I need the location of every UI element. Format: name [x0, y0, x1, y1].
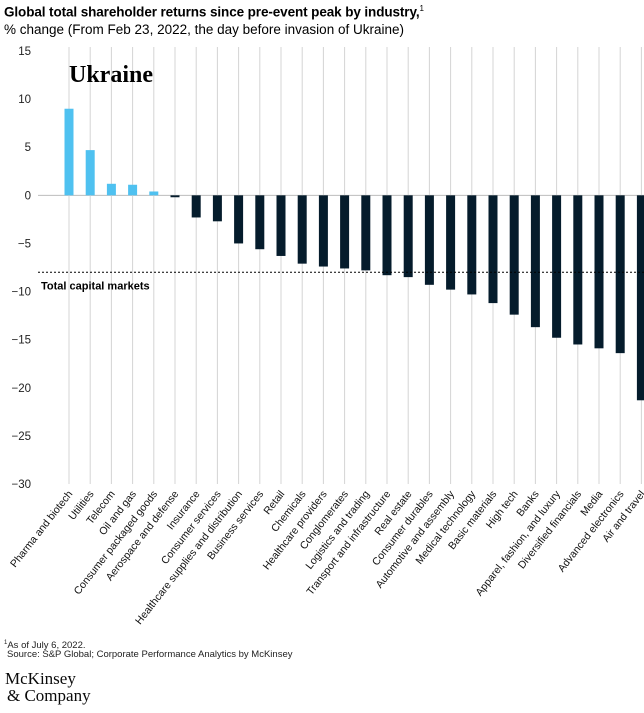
y-tick-label: −15: [11, 335, 31, 347]
bar-banks: [530, 195, 540, 328]
y-tick-label: 15: [18, 46, 31, 58]
bar-telecom: [106, 183, 116, 196]
bar-oil-and-gas: [128, 184, 138, 196]
bar-healthcare-supplies-and-distribution: [234, 195, 244, 244]
bar-automotive-and-assembly: [446, 195, 456, 290]
x-tick-label: Pharma and biotech: [8, 488, 75, 570]
panel-label: Ukraine: [69, 62, 153, 88]
y-tick-label: −25: [11, 431, 31, 443]
footnote: 1As of July 6, 2022.: [4, 637, 86, 652]
bar-apparel-fashion-and-luxury: [552, 195, 562, 338]
y-tick-label: −30: [11, 479, 31, 491]
y-tick-label: −5: [18, 238, 31, 250]
bar-aerospace-and-defense: [170, 195, 180, 198]
bar-consumer-durables: [424, 195, 434, 285]
bar-consumer-services: [212, 195, 222, 222]
bar-basic-materials: [488, 195, 498, 304]
bar-conglomerates: [340, 195, 350, 269]
bar-real-estate: [403, 195, 413, 278]
bar-chemicals: [297, 195, 307, 264]
bar-pharma-and-biotech: [64, 108, 74, 196]
logo-line-1: McKinsey: [5, 669, 76, 688]
bar-business-services: [255, 195, 265, 250]
bar-high-tech: [509, 195, 519, 315]
chart-subtitle: % change (From Feb 23, 2022, the day bef…: [4, 22, 404, 37]
reference-line-label: Total capital markets: [41, 280, 150, 292]
bar-transport-and-infrastructure: [382, 195, 392, 276]
bar-medical-technology: [467, 195, 477, 295]
bar-retail: [276, 195, 286, 256]
bar-insurance: [191, 195, 201, 218]
y-tick-label: 10: [18, 94, 31, 106]
chart-title: Global total shareholder returns since p…: [4, 4, 424, 20]
bar-chart: 15 10 5 0 −5 −10 −15 −20 −25 −30 Total capital mar…: [8, 46, 644, 627]
y-tick-label: 0: [25, 190, 31, 202]
y-tick-label: −20: [11, 383, 31, 395]
mckinsey-logo: McKinsey & Company: [5, 670, 91, 704]
bar-logistics-and-trading: [361, 195, 371, 271]
bar-advanced-electronics: [615, 195, 625, 354]
source-note: Source: S&P Global; Corporate Performanc…: [7, 649, 293, 660]
title-footnote-marker: 1: [419, 4, 424, 13]
chart-title-text: Global total shareholder returns since p…: [4, 4, 420, 20]
y-tick-label: −10: [11, 287, 31, 299]
bar-diversified-financials: [573, 195, 583, 345]
footnote-marker: 1: [4, 640, 8, 646]
bar-air-and-travel: [636, 195, 644, 401]
bar-utilities: [85, 150, 95, 196]
y-tick-label: 5: [25, 142, 31, 154]
logo-line-2: & Company: [7, 686, 91, 705]
bar-consumer-packaged-goods: [149, 191, 159, 196]
footnote-text: As of July 6, 2022.: [7, 640, 86, 652]
bar-healthcare-providers: [318, 195, 328, 267]
